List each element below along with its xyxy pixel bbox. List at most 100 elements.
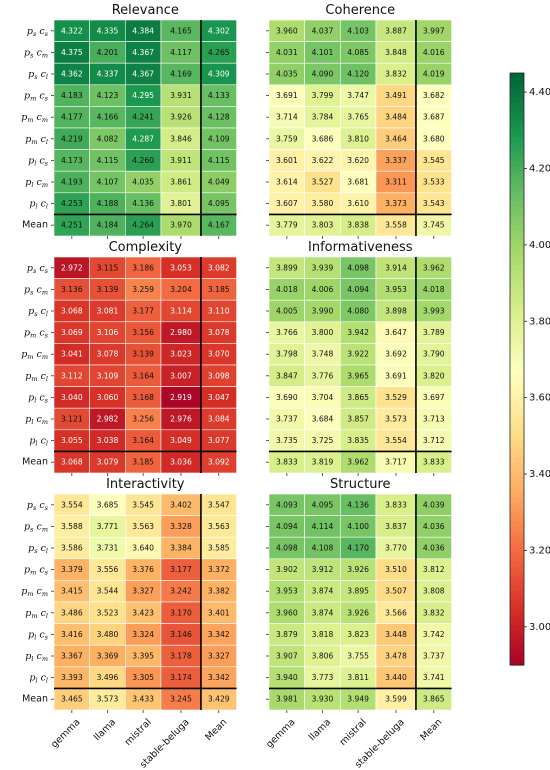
cell-value: 3.112: [61, 371, 83, 380]
cell-value: 3.084: [208, 415, 230, 424]
cell-value: 3.818: [312, 630, 334, 639]
colorbar-segment: [510, 502, 524, 508]
row-label: pm cm: [21, 112, 48, 126]
cell-value: 3.865: [347, 393, 369, 402]
row-label: ps cl: [28, 543, 48, 557]
colorbar-tick-label: 3.60: [529, 393, 550, 404]
cell-value: 3.914: [385, 263, 407, 272]
colorbar-segment: [510, 77, 524, 84]
colorbar-segment: [510, 640, 524, 646]
cell-value: 3.755: [347, 652, 369, 661]
colorbar-segment: [510, 364, 524, 370]
cell-value: 3.311: [385, 178, 407, 187]
cell-value: 3.800: [312, 328, 334, 337]
cell-value: 3.395: [132, 652, 154, 661]
cell-value: 3.684: [312, 415, 334, 424]
cell-value: 3.529: [385, 393, 407, 402]
colorbar-segment: [510, 260, 524, 266]
cell-value: 3.922: [347, 350, 369, 359]
cell-value: 3.823: [347, 630, 369, 639]
cell-value: 4.136: [347, 500, 369, 509]
colorbar-segment: [510, 526, 524, 533]
cell-value: 4.367: [132, 48, 154, 57]
colorbar-segment: [510, 206, 524, 212]
colorbar-segment: [510, 107, 524, 114]
cell-value: 3.484: [385, 113, 407, 122]
colorbar-segment: [510, 413, 524, 419]
cell-value: 4.167: [208, 221, 230, 230]
colorbar-segment: [510, 354, 524, 360]
cell-value: 3.563: [208, 522, 230, 531]
colorbar-segment: [510, 403, 524, 410]
cell-value: 3.953: [276, 587, 298, 596]
colorbar-segment: [510, 275, 524, 281]
cell-value: 3.369: [97, 652, 119, 661]
colorbar-segment: [510, 615, 524, 622]
cell-value: 3.847: [276, 371, 298, 380]
row-label: pl cs: [28, 629, 49, 643]
cell-value: 4.287: [132, 134, 154, 143]
cell-value: 3.759: [276, 134, 298, 143]
row-label: Mean: [22, 220, 48, 231]
cell-value: 3.647: [385, 328, 407, 337]
cell-value: 3.810: [347, 134, 369, 143]
colorbar-segment: [510, 240, 524, 247]
cell-value: 3.177: [170, 565, 192, 574]
cell-value: 3.686: [312, 134, 334, 143]
colorbar-segment: [510, 369, 524, 375]
colorbar-segment: [510, 566, 524, 572]
cell-value: 3.402: [170, 500, 192, 509]
cell-value: 4.123: [97, 91, 119, 100]
colorbar-segment: [510, 137, 524, 143]
cell-value: 3.040: [61, 393, 83, 402]
colorbar-segment: [510, 176, 524, 183]
cell-value: 3.887: [385, 26, 407, 35]
cell-value: 3.789: [423, 328, 445, 337]
row-label: pm cl: [25, 370, 48, 384]
colorbar-segment: [510, 561, 524, 567]
cell-value: 3.547: [208, 500, 230, 509]
cell-value: 4.019: [423, 70, 445, 79]
cell-value: 3.185: [132, 458, 154, 467]
colorbar-segment: [510, 329, 524, 336]
cell-value: 3.808: [423, 587, 445, 596]
row-label: pm cs: [24, 327, 49, 341]
cell-value: 4.183: [61, 91, 83, 100]
heatmap-panel-complexity: Complexity 2.972 3.115 3.186 3.053 3.082 ps cs…: [21, 240, 237, 476]
cell-value: 3.558: [385, 221, 407, 230]
cell-value: 3.041: [61, 350, 83, 359]
cell-value: 3.036: [170, 458, 192, 467]
cell-value: 3.953: [385, 285, 407, 294]
row-label: pl cm: [25, 651, 48, 665]
cell-value: 4.165: [170, 26, 192, 35]
colorbar-segment: [510, 92, 524, 99]
cell-value: 3.585: [208, 544, 230, 553]
cell-value: 3.527: [312, 178, 334, 187]
cell-value: 3.926: [347, 565, 369, 574]
colorbar-segment: [510, 349, 524, 355]
cell-value: 3.725: [312, 436, 334, 445]
colorbar-segment: [510, 660, 524, 666]
cell-value: 3.177: [132, 307, 154, 316]
row-label: ps cl: [28, 306, 48, 320]
cell-value: 3.328: [170, 522, 192, 531]
cell-value: 4.018: [423, 285, 445, 294]
column-label: Mean: [418, 717, 444, 743]
cell-value: 3.115: [97, 263, 119, 272]
cell-value: 4.136: [132, 199, 154, 208]
cell-value: 4.295: [132, 91, 154, 100]
row-label: pm cm: [21, 349, 48, 363]
cell-value: 4.098: [347, 263, 369, 272]
colorbar-tick-label: 3.40: [529, 469, 550, 480]
colorbar-segment: [510, 221, 524, 227]
cell-value: 3.543: [423, 199, 445, 208]
cell-value: 3.879: [276, 630, 298, 639]
heatmap-panel-relevance: Relevance 4.322 4.335 4.384 4.165 4.302 ps cs 4…: [21, 3, 237, 239]
cell-value: 3.110: [208, 307, 230, 316]
cell-value: 3.507: [385, 587, 407, 596]
cell-value: 3.766: [276, 328, 298, 337]
cell-value: 3.685: [97, 500, 119, 509]
cell-value: 3.423: [132, 608, 154, 617]
cell-value: 3.146: [170, 630, 192, 639]
colorbar-segment: [510, 216, 524, 222]
